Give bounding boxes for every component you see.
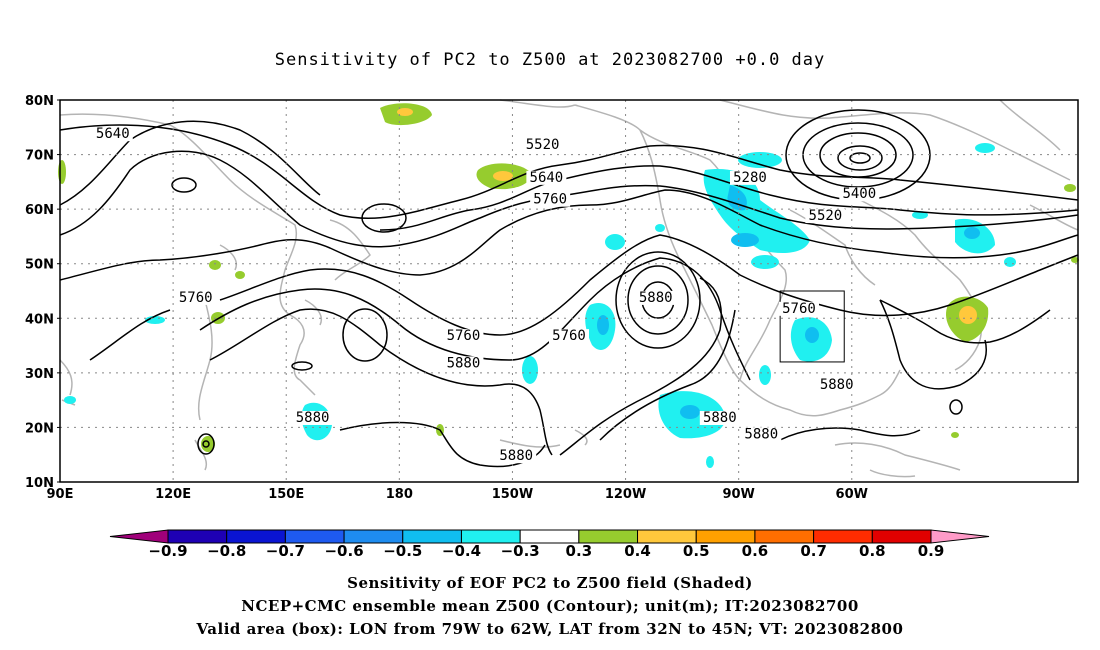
contour-label-bg [839,187,880,202]
plot-area: 5640 5520 5640 5760 5280 5400 5520 5760 5760 5880… [25,94,1079,502]
lon-tick-label: 120E [155,487,191,502]
contour-label: 5520 [809,208,843,224]
contour-label-bg [778,301,819,316]
contour-label: 5880 [499,448,533,464]
contour-label: 5880 [447,355,481,371]
contour-label-bg [699,410,740,425]
colorbar-level-label: −0.3 [500,542,540,560]
colorbar-level-label: −0.9 [148,542,188,560]
colorbar-high-extension [930,529,990,544]
contour-label: 5880 [296,410,330,426]
colorbar-level-label: 0.7 [800,542,827,560]
contour-label-bg [496,449,537,464]
lat-tick-label: 40N [25,312,54,327]
contour-label: 5880 [744,426,778,442]
colorbar-level-label: −0.7 [265,542,305,560]
contour-label: 5880 [820,377,854,393]
valid-area-box [779,290,845,363]
contour-label: 5760 [179,290,213,306]
colorbar-level-label: −0.8 [207,542,247,560]
colorbar-level-label: −0.5 [383,542,423,560]
lat-tick-label: 80N [25,94,54,109]
colorbar [109,529,990,544]
caption-line-2: NCEP+CMC ensemble mean Z500 (Contour); u… [241,597,859,615]
contour-label: 5760 [447,328,481,344]
map-frame [59,99,1079,483]
contour-label: 5760 [782,301,816,317]
colorbar-level-label: 0.6 [741,542,769,560]
lon-tick-label: 120W [605,487,646,502]
contour-label-bg [741,427,782,442]
contour-label-bg [522,138,563,153]
contour-label: 5880 [703,410,737,426]
gridlines [60,100,1078,482]
contour-label: 5280 [733,170,767,186]
lat-tick-label: 10N [25,476,54,491]
caption-line-3: Valid area (box): LON from 79W to 62W, L… [196,620,904,638]
sensitivity-shading [58,103,1079,468]
contour-label: 5880 [639,290,673,306]
lat-tick-label: 30N [25,367,54,382]
map-title: Sensitivity of PC2 to Z500 at 2023082700… [274,50,826,70]
contour-label-bg [635,290,676,305]
contour-label-bg [805,209,846,224]
colorbar-level-label: 0.9 [917,542,945,560]
lat-tick-label: 20N [25,421,54,436]
contour-label-bg [443,356,484,371]
lat-tick-label: 70N [25,149,54,164]
contour-label: 5520 [526,137,560,153]
contour-label: 5760 [552,328,586,344]
longitude-axis: 90E 120E 150E 180 150W 120W 90W 60W [47,487,868,502]
z500-contours [59,109,1079,468]
contour-label: 5640 [96,126,130,142]
contour-label-bg [443,329,484,344]
caption-line-1: Sensitivity of EOF PC2 to Z500 field (Sh… [347,574,753,592]
contour-label-bg [526,170,567,185]
colorbar-level-label: 0.3 [565,542,593,560]
lon-tick-label: 60W [836,487,868,502]
lon-tick-label: 90W [722,487,754,502]
contour-label: 5400 [842,186,876,202]
colorbar-level-label: 0.4 [624,542,651,560]
contour-labels: 5640 5520 5640 5760 5280 5400 5520 5760 5760 5880… [92,126,880,464]
coastlines [59,99,1079,478]
colorbar-level-label: −0.4 [441,542,482,560]
lat-tick-label: 60N [25,203,54,218]
lon-tick-label: 90E [47,487,74,502]
colorbar-level-label: 0.5 [682,542,710,560]
contour-label: 5640 [530,170,564,186]
lon-tick-label: 150W [492,487,533,502]
contour-label-bg [816,378,857,393]
contour-label-bg [530,192,571,207]
contour-label: 5760 [533,192,567,208]
lon-tick-label: 150E [268,487,304,502]
colorbar-level-label: 0.8 [859,542,886,560]
contour-label-bg [292,410,333,425]
contour-label-bg [549,329,589,344]
latitude-axis: 80N 70N 60N 50N 40N 30N 20N 10N [25,94,60,491]
contour-label-bg [92,127,133,142]
lon-tick-label: 180 [386,487,413,502]
lat-tick-label: 50N [25,258,54,273]
contour-label-bg [729,170,770,185]
colorbar-level-label: −0.6 [324,542,364,560]
contour-label-bg [175,290,216,305]
